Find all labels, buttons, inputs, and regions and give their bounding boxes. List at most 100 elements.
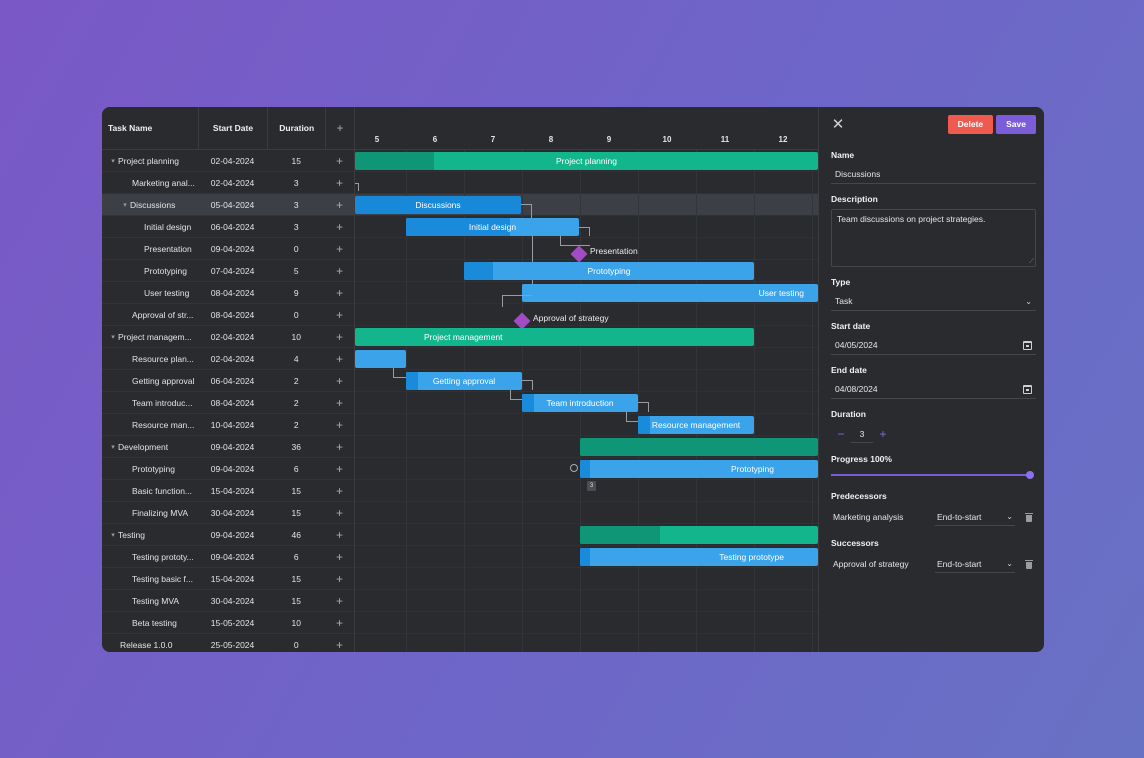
add-subtask-icon[interactable]: + — [336, 395, 344, 410]
task-name: Testing MVA — [132, 595, 180, 606]
caret-down-icon[interactable]: ▾ — [123, 201, 127, 209]
add-subtask-icon[interactable]: + — [336, 285, 344, 300]
table-row[interactable]: Resource man... 10-04-2024 2 + — [102, 414, 354, 436]
table-row[interactable]: User testing 08-04-2024 9 + — [102, 282, 354, 304]
bar-discussions[interactable]: Discussions — [355, 196, 521, 214]
bar-prototyping[interactable]: Prototyping — [464, 262, 754, 280]
bar-team-introduction[interactable]: Team introduction — [522, 394, 638, 412]
table-row[interactable]: Beta testing 15-05-2024 10 + — [102, 612, 354, 634]
add-subtask-icon[interactable]: + — [336, 219, 344, 234]
delete-button[interactable]: Delete — [947, 114, 994, 134]
add-subtask-icon[interactable]: + — [336, 153, 344, 168]
progress-slider[interactable] — [831, 469, 1036, 481]
trash-icon[interactable] — [1025, 512, 1033, 522]
table-row[interactable]: Testing MVA 30-04-2024 15 + — [102, 590, 354, 612]
grid-rows: ▾ Project planning 02-04-2024 15 + Marketing … — [102, 150, 354, 652]
calendar-icon[interactable] — [1023, 340, 1032, 350]
bar-project-management[interactable]: Project management — [355, 328, 754, 346]
add-subtask-icon[interactable]: + — [336, 637, 344, 652]
table-row[interactable]: Approval of str... 08-04-2024 0 + — [102, 304, 354, 326]
caret-down-icon[interactable]: ▾ — [111, 157, 115, 165]
table-row[interactable]: Testing prototy... 09-04-2024 6 + — [102, 546, 354, 568]
link-handle-icon[interactable] — [570, 464, 578, 472]
bar-resource-planning[interactable] — [355, 350, 406, 368]
add-subtask-icon[interactable]: + — [336, 329, 344, 344]
add-subtask-icon[interactable]: + — [336, 263, 344, 278]
table-row[interactable]: ▾ Development 09-04-2024 36 + — [102, 436, 354, 458]
slider-thumb[interactable] — [1026, 471, 1034, 479]
duration-value[interactable]: 3 — [851, 425, 873, 443]
successors-label: Successors — [831, 538, 879, 548]
header-task-name[interactable]: Task Name — [108, 123, 153, 133]
bar-resource-management[interactable]: Resource management — [638, 416, 754, 434]
add-subtask-icon[interactable]: + — [336, 505, 344, 520]
table-row[interactable]: Finalizing MVA 30-04-2024 15 + — [102, 502, 354, 524]
close-icon[interactable]: ✕ — [831, 116, 845, 133]
table-row[interactable]: ▾ Discussions 05-04-2024 3 + — [102, 194, 354, 216]
table-row[interactable]: Team introduc... 08-04-2024 2 + — [102, 392, 354, 414]
add-subtask-icon[interactable]: + — [336, 197, 344, 212]
calendar-icon[interactable] — [1023, 384, 1032, 394]
increment-button[interactable]: + — [879, 427, 887, 441]
add-subtask-icon[interactable]: + — [336, 615, 344, 630]
table-row[interactable]: Prototyping 07-04-2024 5 + — [102, 260, 354, 282]
table-row[interactable]: Resource plan... 02-04-2024 4 + — [102, 348, 354, 370]
bar-progress — [638, 416, 650, 434]
table-row[interactable]: Presentation 09-04-2024 0 + — [102, 238, 354, 260]
end-date-field[interactable]: 04/08/2024 — [831, 380, 1036, 399]
bar-dev-prototyping[interactable]: Prototyping — [580, 460, 818, 478]
bar-initial-design[interactable]: Initial design — [406, 218, 579, 236]
table-row[interactable]: Initial design 06-04-2024 3 + — [102, 216, 354, 238]
header-add-icon[interactable]: + — [325, 107, 354, 150]
add-subtask-icon[interactable]: + — [336, 417, 344, 432]
timeline-row — [355, 414, 818, 436]
add-subtask-icon[interactable]: + — [336, 307, 344, 322]
caret-down-icon[interactable]: ▾ — [111, 333, 115, 341]
type-select[interactable]: Task ⌄ — [831, 292, 1036, 311]
table-row[interactable]: ▾ Project planning 02-04-2024 15 + — [102, 150, 354, 172]
add-subtask-icon[interactable]: + — [336, 175, 344, 190]
add-subtask-icon[interactable]: + — [336, 439, 344, 454]
header-duration[interactable]: Duration — [267, 107, 325, 150]
name-field[interactable]: Discussions — [831, 165, 1036, 184]
grid-line — [812, 150, 813, 652]
add-subtask-icon[interactable]: + — [336, 593, 344, 608]
header-start-date[interactable]: Start Date — [197, 107, 268, 150]
bar-development[interactable] — [580, 438, 818, 456]
table-row[interactable]: Prototyping 09-04-2024 6 + — [102, 458, 354, 480]
task-name-cell: Testing basic f... — [102, 574, 198, 584]
add-subtask-icon[interactable]: + — [336, 373, 344, 388]
add-subtask-icon[interactable]: + — [336, 571, 344, 586]
add-subtask-icon[interactable]: + — [336, 527, 344, 542]
predecessor-type-select[interactable]: End-to-start ⌄ — [935, 508, 1015, 526]
task-name-cell: Prototyping — [102, 266, 198, 276]
add-subtask-icon[interactable]: + — [336, 241, 344, 256]
add-subtask-icon[interactable]: + — [336, 351, 344, 366]
caret-down-icon[interactable]: ▾ — [111, 531, 115, 539]
bar-user-testing[interactable]: User testing — [522, 284, 818, 302]
table-row[interactable]: Marketing anal... 02-04-2024 3 + — [102, 172, 354, 194]
end-date-value: 04/08/2024 — [835, 384, 878, 394]
table-row[interactable]: ▾ Testing 09-04-2024 46 + — [102, 524, 354, 546]
add-subtask-icon[interactable]: + — [336, 549, 344, 564]
bar-getting-approval[interactable]: Getting approval — [406, 372, 522, 390]
resize-handle-icon[interactable]: ⟋ — [1029, 258, 1034, 265]
decrement-button[interactable]: − — [837, 427, 845, 441]
table-row[interactable]: Basic function... 15-04-2024 15 + — [102, 480, 354, 502]
caret-down-icon[interactable]: ▾ — [111, 443, 115, 451]
bar-testing-prototype[interactable]: Testing prototype — [580, 548, 818, 566]
save-button[interactable]: Save — [996, 114, 1036, 134]
bar-testing[interactable] — [580, 526, 818, 544]
table-row[interactable]: ▾ Project managem... 02-04-2024 10 + — [102, 326, 354, 348]
add-subtask-icon[interactable]: + — [336, 461, 344, 476]
bar-project-planning[interactable]: Project planning — [355, 152, 818, 170]
duration-cell: 5 — [293, 265, 299, 276]
table-row[interactable]: Testing basic f... 15-04-2024 15 + — [102, 568, 354, 590]
table-row[interactable]: Getting approval 06-04-2024 2 + — [102, 370, 354, 392]
table-row[interactable]: Release 1.0.0 25-05-2024 0 + — [102, 634, 354, 652]
add-subtask-icon[interactable]: + — [336, 483, 344, 498]
description-field[interactable]: Team discussions on project strategies. … — [831, 209, 1036, 267]
start-date-field[interactable]: 04/05/2024 — [831, 336, 1036, 355]
trash-icon[interactable] — [1025, 559, 1033, 569]
successor-type-select[interactable]: End-to-start ⌄ — [935, 555, 1015, 573]
